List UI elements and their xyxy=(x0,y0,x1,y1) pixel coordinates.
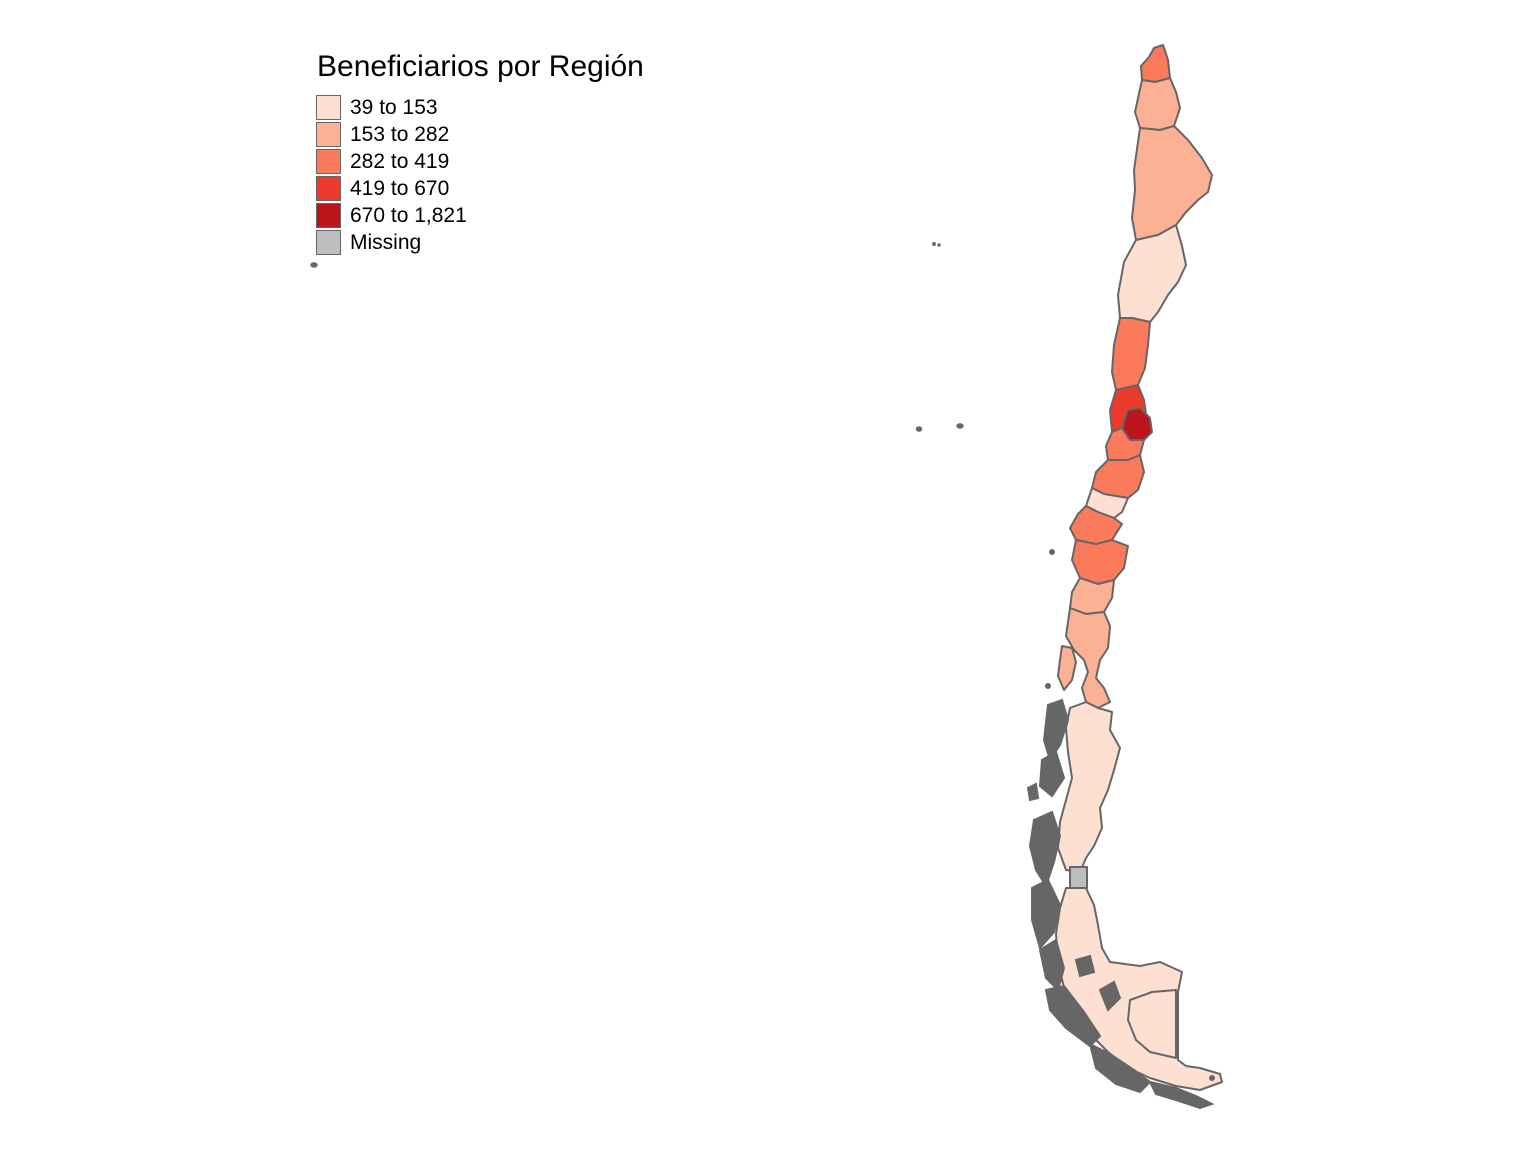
legend-swatch xyxy=(316,203,341,228)
legend-item-3: 282 to 419 xyxy=(316,148,644,175)
legend-label: Missing xyxy=(350,230,422,254)
legend-label: 670 to 1,821 xyxy=(350,203,467,227)
legend-item-5: 670 to 1,821 xyxy=(316,202,644,229)
legend-swatch xyxy=(316,122,341,147)
legend-item-1: 39 to 153 xyxy=(316,94,644,121)
legend-items: 39 to 153 153 to 282 282 to 419 419 to 6… xyxy=(316,94,644,256)
region-arica-parinacota xyxy=(1140,44,1171,83)
region-tierra-del-fuego xyxy=(1127,989,1177,1059)
island-chiloe xyxy=(1057,645,1077,691)
region-araucania xyxy=(1071,539,1129,585)
legend-label: 39 to 153 xyxy=(350,95,438,119)
legend-label: 282 to 419 xyxy=(350,149,450,173)
island-juan-fernandez-1 xyxy=(915,426,923,432)
map-legend: Beneficiarios por Región 39 to 153 153 t… xyxy=(316,50,644,256)
region-maule xyxy=(1091,454,1145,499)
legend-label: 419 to 670 xyxy=(350,176,450,200)
legend-item-4: 419 to 670 xyxy=(316,175,644,202)
region-coquimbo xyxy=(1111,317,1151,391)
archipelago-islands xyxy=(1026,549,1215,1110)
region-tarapaca xyxy=(1134,77,1181,131)
region-magallanes xyxy=(1055,887,1223,1091)
region-aysen xyxy=(1057,701,1121,873)
legend-swatch xyxy=(316,95,341,120)
legend-item-2: 153 to 282 xyxy=(316,121,644,148)
region-los-rios xyxy=(1069,577,1115,615)
island-san-felix xyxy=(932,242,936,246)
legend-label: 153 to 282 xyxy=(350,122,450,146)
region-los-lagos xyxy=(1065,607,1111,709)
region-atacama xyxy=(1117,224,1187,323)
remote-islands xyxy=(310,242,964,432)
island-rapa-nui xyxy=(310,262,318,268)
legend-item-missing: Missing xyxy=(316,229,644,256)
legend-title: Beneficiarios por Región xyxy=(317,50,644,83)
legend-swatch xyxy=(316,176,341,201)
region-missing xyxy=(1069,866,1088,889)
legend-swatch xyxy=(316,149,341,174)
legend-swatch xyxy=(316,230,341,255)
island-juan-fernandez-2 xyxy=(956,423,964,429)
region-antofagasta xyxy=(1131,125,1213,241)
